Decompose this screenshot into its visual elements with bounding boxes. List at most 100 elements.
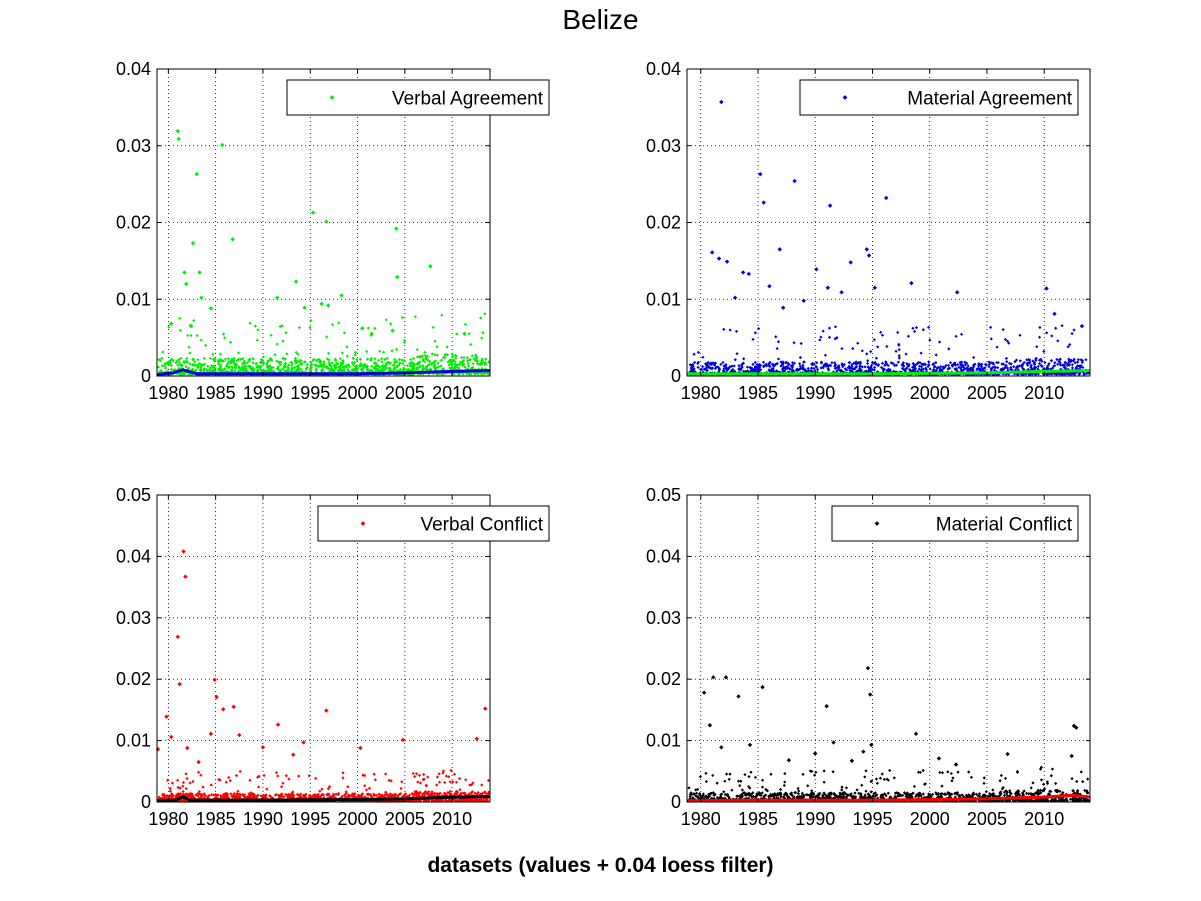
data-point [358,357,363,361]
data-point [289,366,294,370]
data-point [959,332,964,336]
data-point [357,794,361,798]
data-point [190,241,196,246]
data-point [364,788,369,792]
data-point [453,367,457,372]
data-point [445,353,449,357]
data-point [338,368,342,372]
data-point [982,781,986,785]
data-point [458,793,462,797]
data-point [822,363,827,367]
data-point [1029,786,1033,790]
data-point [1003,337,1008,342]
data-point [753,360,757,365]
data-point [821,329,825,333]
data-point [1020,372,1024,376]
data-point [184,365,188,369]
data-point [287,363,291,367]
dense-points [156,312,491,376]
data-point [293,365,297,370]
data-point [429,362,434,367]
data-point [405,364,410,368]
data-point [1071,359,1076,363]
data-point [1001,368,1005,372]
data-point [711,361,715,365]
data-point [459,798,463,802]
data-point [242,793,247,797]
data-point [486,371,490,375]
data-point [1039,363,1043,368]
data-point [856,341,860,345]
data-point [925,795,929,799]
data-point [271,365,275,370]
data-point [369,333,373,337]
data-point [178,786,182,790]
data-point [373,361,378,365]
dense-points [688,324,1091,377]
data-point [389,322,393,326]
data-point [479,792,483,796]
data-point [806,366,810,371]
data-point [350,794,354,798]
data-point [897,354,901,358]
data-point [794,791,798,795]
data-point [904,792,908,796]
data-point [337,321,341,325]
data-point [775,361,779,366]
data-point [277,796,282,800]
data-point [207,793,211,798]
data-point [331,368,335,372]
data-point [263,369,267,374]
data-point [282,795,286,799]
data-point [163,364,167,368]
data-point [878,776,882,780]
data-point [732,295,738,300]
data-point [716,256,722,261]
data-point [874,777,879,781]
data-point [893,794,897,798]
data-point [1048,372,1052,376]
data-point [217,358,221,362]
data-point [161,793,165,797]
data-point [821,366,825,370]
data-point [989,325,993,329]
data-point [739,793,743,797]
data-point [295,364,299,369]
data-point [1000,362,1004,366]
data-point [874,362,878,367]
data-point [182,370,186,374]
data-point [443,353,447,357]
data-point [1050,366,1055,370]
data-point [770,362,775,366]
data-point [998,779,1002,783]
data-point [287,777,291,781]
data-point [175,359,179,363]
data-point [991,361,995,365]
data-point [850,362,854,367]
data-point [822,780,826,784]
data-point [171,368,176,372]
data-point [900,363,904,367]
data-point [999,367,1003,372]
data-point [780,305,786,310]
data-point [436,365,441,369]
data-point [176,136,181,142]
data-point [334,792,338,797]
data-point [219,794,223,798]
data-point [164,714,169,719]
data-point [232,356,236,361]
data-point [217,359,222,363]
data-point [297,326,301,330]
data-point [1038,788,1043,793]
data-point [425,354,430,358]
data-point [912,784,917,789]
data-point [212,793,216,797]
data-point [178,372,182,376]
data-point [1087,371,1091,375]
data-point [183,574,188,579]
data-point [897,356,901,360]
data-point [846,366,850,370]
data-point [1084,358,1088,362]
data-point [940,771,945,775]
data-point [179,356,183,360]
